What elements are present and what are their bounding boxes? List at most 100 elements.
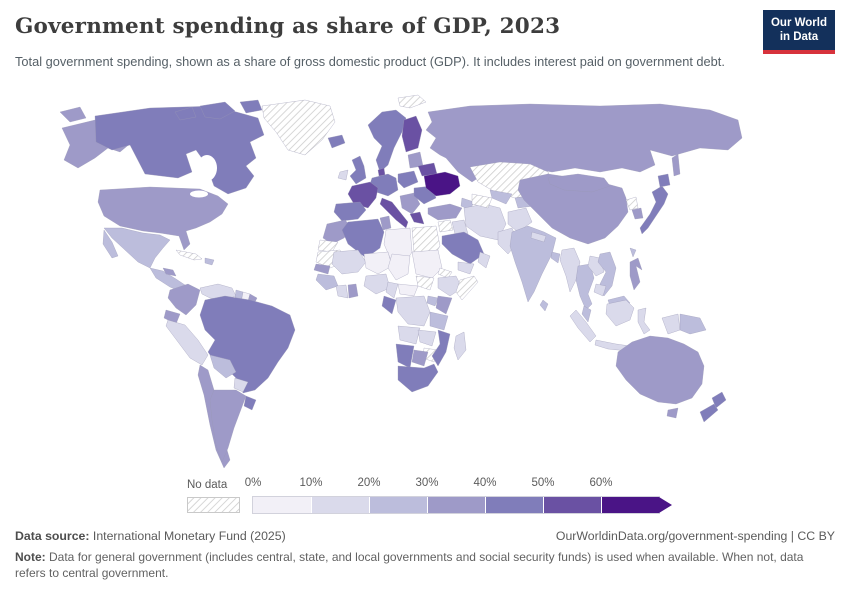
- legend-bin-6[interactable]: [601, 497, 659, 513]
- region-thailand[interactable]: [575, 263, 595, 311]
- region-poland[interactable]: [397, 170, 419, 189]
- region-philippines[interactable]: [629, 257, 643, 291]
- region-bangladesh[interactable]: [550, 251, 561, 264]
- legend-bin-2[interactable]: [369, 497, 427, 513]
- region-turkey[interactable]: [427, 203, 463, 221]
- region-western-sahara[interactable]: [317, 239, 339, 253]
- region-syria[interactable]: [437, 219, 454, 233]
- region-congo[interactable]: [381, 295, 397, 315]
- region-saudi-arabia[interactable]: [441, 231, 485, 265]
- legend-bin-3[interactable]: [427, 497, 485, 513]
- region-iceland[interactable]: [327, 134, 346, 149]
- owid-link[interactable]: OurWorldinData.org/government-spending |…: [555, 529, 835, 543]
- legend-bin-5[interactable]: [543, 497, 601, 513]
- region-oman[interactable]: [477, 251, 491, 269]
- region-ivory-coast[interactable]: [335, 284, 349, 299]
- page-title: Government spending as share of GDP, 202…: [15, 14, 561, 39]
- region-usa[interactable]: [97, 186, 229, 251]
- region-botswana[interactable]: [411, 349, 429, 367]
- legend-bar-segments: [252, 496, 660, 514]
- region-niger[interactable]: [363, 251, 393, 275]
- region-cuba[interactable]: [175, 249, 203, 261]
- region-greenland[interactable]: [261, 99, 336, 156]
- region-ireland[interactable]: [337, 169, 349, 181]
- region-sudan[interactable]: [411, 249, 443, 279]
- region-kenya[interactable]: [435, 295, 453, 315]
- region-uganda[interactable]: [426, 295, 439, 307]
- region-tasmania[interactable]: [666, 407, 679, 419]
- region-mali[interactable]: [331, 249, 367, 275]
- data-source-line: Data source: International Monetary Fund…: [15, 529, 286, 543]
- region-hispaniola[interactable]: [204, 257, 215, 266]
- region-mexico[interactable]: [102, 227, 171, 269]
- region-canada[interactable]: [94, 105, 265, 195]
- region-finland[interactable]: [401, 115, 423, 153]
- region-honduras[interactable]: [162, 267, 177, 277]
- region-nigeria[interactable]: [363, 273, 391, 295]
- region-brazil[interactable]: [199, 295, 296, 394]
- region-angola[interactable]: [397, 325, 421, 345]
- region-colombia[interactable]: [167, 283, 201, 316]
- region-australia[interactable]: [615, 335, 705, 405]
- region-zambia[interactable]: [417, 329, 437, 347]
- region-myanmar[interactable]: [559, 247, 581, 293]
- legend-bin-1[interactable]: [311, 497, 369, 513]
- region-drc[interactable]: [395, 295, 431, 327]
- region-somalia[interactable]: [455, 275, 479, 301]
- region-mongolia[interactable]: [547, 173, 611, 193]
- legend-arrow[interactable]: [659, 497, 672, 513]
- region-india[interactable]: [509, 225, 557, 303]
- region-russia-chukotka[interactable]: [59, 106, 87, 123]
- region-central-african-republic[interactable]: [397, 283, 419, 297]
- region-ukraine[interactable]: [423, 171, 461, 197]
- legend-no-data-swatch[interactable]: [187, 497, 240, 513]
- region-svalbard[interactable]: [397, 94, 427, 109]
- region-cameroon[interactable]: [385, 281, 399, 299]
- region-north-korea[interactable]: [625, 196, 639, 211]
- region-sumatra[interactable]: [569, 309, 597, 343]
- region-papua-new-guinea[interactable]: [679, 313, 707, 335]
- region-cambodia[interactable]: [593, 283, 607, 297]
- region-japan[interactable]: [639, 173, 671, 235]
- region-peru[interactable]: [165, 319, 209, 366]
- region-sri-lanka[interactable]: [539, 299, 549, 312]
- region-nepal[interactable]: [530, 231, 547, 243]
- region-paraguay[interactable]: [233, 377, 249, 393]
- region-south-korea[interactable]: [631, 207, 644, 220]
- region-tunisia[interactable]: [379, 215, 392, 231]
- region-argentina[interactable]: [209, 389, 247, 463]
- region-guinea[interactable]: [315, 273, 339, 291]
- legend-bin-4[interactable]: [485, 497, 543, 513]
- region-uruguay[interactable]: [243, 395, 257, 411]
- region-new-zealand[interactable]: [699, 391, 727, 423]
- region-france[interactable]: [347, 181, 379, 209]
- region-south-sudan[interactable]: [415, 275, 435, 291]
- region-mozambique[interactable]: [431, 329, 451, 367]
- region-uk[interactable]: [349, 155, 367, 185]
- region-sulawesi[interactable]: [637, 307, 651, 335]
- region-taiwan[interactable]: [629, 247, 637, 258]
- region-tanzania[interactable]: [429, 311, 449, 331]
- region-vietnam[interactable]: [597, 251, 617, 297]
- region-sakhalin[interactable]: [671, 153, 681, 177]
- region-arctic-islands[interactable]: [174, 99, 263, 121]
- region-chad[interactable]: [387, 253, 411, 281]
- region-balkans[interactable]: [399, 192, 421, 215]
- region-iberia[interactable]: [333, 201, 367, 222]
- region-yemen[interactable]: [457, 261, 475, 275]
- region-turkmenistan[interactable]: [471, 193, 493, 209]
- region-senegal[interactable]: [313, 263, 331, 275]
- region-scandinavia[interactable]: [367, 109, 407, 173]
- region-greece[interactable]: [409, 211, 425, 225]
- region-borneo[interactable]: [605, 299, 635, 327]
- region-bolivia[interactable]: [209, 354, 237, 379]
- legend-bin-0[interactable]: [253, 497, 311, 513]
- region-namibia[interactable]: [395, 343, 415, 369]
- region-ghana[interactable]: [347, 283, 359, 299]
- region-madagascar[interactable]: [453, 331, 467, 361]
- region-west-papua[interactable]: [661, 313, 681, 335]
- owid-logo[interactable]: Our World in Data: [762, 10, 835, 54]
- region-south-africa[interactable]: [397, 363, 439, 393]
- region-uzbekistan[interactable]: [489, 189, 513, 205]
